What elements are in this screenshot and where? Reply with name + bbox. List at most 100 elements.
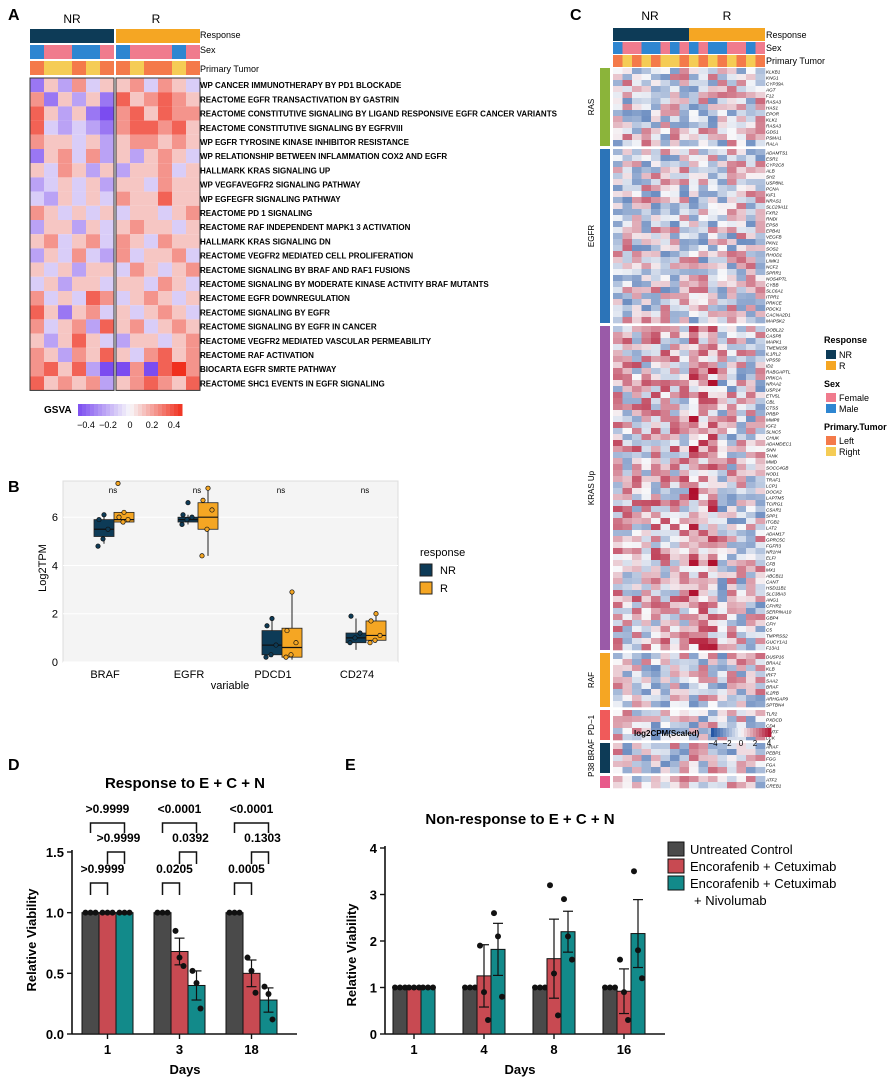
heatmap-c-cell <box>689 695 699 702</box>
heatmap-a-cell <box>58 319 72 334</box>
heatmap-c-cell <box>727 644 737 651</box>
heatmap-c-cell <box>641 317 652 324</box>
heatmap-c-cell <box>708 299 718 306</box>
heatmap-c-cell <box>641 173 652 180</box>
heatmap-c-cell <box>746 632 756 639</box>
heatmap-c-cell <box>717 227 728 234</box>
heatmap-c-cell <box>717 530 728 537</box>
heatmap-c-cell <box>679 257 690 264</box>
heatmap-c-cell <box>632 701 642 708</box>
heatmap-c-cell <box>622 116 633 123</box>
heatmap-c-cell <box>632 626 642 633</box>
heatmap-c-cell <box>670 80 680 87</box>
heatmap-c-cell <box>708 215 718 222</box>
heatmap-c-cell <box>679 86 690 93</box>
heatmap-c-cell <box>708 416 718 423</box>
heatmap-c-cell <box>660 749 671 756</box>
boxplot-ns-label: ns <box>109 486 117 495</box>
heatmap-c-cell <box>755 434 766 441</box>
heatmap-c-cell <box>660 287 671 294</box>
heatmap-c-cell <box>660 173 671 180</box>
heatmap-c-cell <box>736 269 747 276</box>
heatmap-c-cell <box>641 257 652 264</box>
heatmap-c-cell <box>689 68 699 75</box>
heatmap-c-gene-label: LCK <box>766 735 776 740</box>
heatmap-c-cell <box>679 614 690 621</box>
heatmap-c-cell <box>632 128 642 135</box>
heatmap-c-cell <box>746 452 756 459</box>
heatmap-c-cell <box>689 374 699 381</box>
heatmap-c-gene-label: ATF2 <box>765 777 777 782</box>
heatmap-c-cell <box>755 392 766 399</box>
heatmap-a-cell <box>100 362 114 377</box>
heatmap-c-cell <box>670 665 680 672</box>
heatmap-c-cell <box>717 209 728 216</box>
heatmap-c-cell <box>689 179 699 186</box>
heatmap-c-cell <box>698 476 709 483</box>
heatmap-c-cell <box>717 221 728 228</box>
heatmap-c-cell <box>736 566 747 573</box>
heatmap-c-cell <box>613 722 623 729</box>
boxplot-point <box>199 553 205 559</box>
heatmap-c-cell <box>622 590 633 597</box>
heatmap-c-cell <box>613 68 623 75</box>
heatmap-c-cell <box>698 722 709 729</box>
heatmap-c-cell <box>660 518 671 525</box>
ann-c-response-nr <box>613 28 689 41</box>
heatmap-c-cell <box>632 185 642 192</box>
heatmap-c-cell <box>717 251 728 258</box>
heatmap-c-cell <box>622 572 633 579</box>
heatmap-c-cell <box>698 104 709 111</box>
heatmap-c-cell <box>641 506 652 513</box>
ann-tumor-cell <box>158 61 172 75</box>
heatmap-c-cell <box>717 104 728 111</box>
heatmap-c-cell <box>746 362 756 369</box>
heatmap-c-cell <box>717 782 728 789</box>
heatmap-c-cell <box>622 659 633 666</box>
heatmap-c-cell <box>736 743 747 750</box>
heatmap-c-cell <box>632 683 642 690</box>
ann-sex-cell <box>100 45 114 59</box>
heatmap-c-cell <box>632 755 642 762</box>
heatmap-a-cell <box>72 120 86 135</box>
bar-significance-bracket <box>161 882 181 895</box>
heatmap-c-cell <box>660 566 671 573</box>
heatmap-c-cell <box>689 608 699 615</box>
gsva-legend-swatch <box>122 404 127 416</box>
heatmap-a-cell <box>144 319 158 334</box>
heatmap-a-cell <box>30 262 44 277</box>
heatmap-c-cell <box>727 233 737 240</box>
heatmap-c-cell <box>651 644 661 651</box>
heatmap-c-cell <box>736 653 747 660</box>
boxplot-point <box>367 640 373 646</box>
heatmap-c-cell <box>632 116 642 123</box>
log2cpm-legend-swatch <box>768 728 772 737</box>
heatmap-c-cell <box>622 299 633 306</box>
bar-point <box>561 896 567 903</box>
heatmap-c-cell <box>746 332 756 339</box>
heatmap-c-cell <box>632 374 642 381</box>
heatmap-c-cell <box>727 488 737 495</box>
heatmap-c-cell <box>622 122 633 129</box>
heatmap-c-cell <box>717 299 728 306</box>
heatmap-c-cell <box>660 716 671 723</box>
heatmap-c-cell <box>679 410 690 417</box>
bar-significance-label: 0.1303 <box>244 831 281 845</box>
ann-tumor-cell <box>116 61 130 75</box>
heatmap-c-cell <box>622 506 633 513</box>
log2cpm-legend: log2CPM(Scaled) −4 −2 0 2 4 <box>634 728 772 748</box>
heatmap-c-cell <box>736 80 747 87</box>
heatmap-a-cell <box>144 149 158 164</box>
heatmap-c-cell <box>660 410 671 417</box>
ann-c-sex-cell <box>651 42 661 54</box>
heatmap-c-cell <box>755 104 766 111</box>
heatmap-c-cell <box>736 542 747 549</box>
heatmap-c-cell <box>613 653 623 660</box>
heatmap-c-cell <box>698 374 709 381</box>
heatmap-c-gene-label: SLC6A1 <box>766 288 784 293</box>
heatmap-c-cell <box>613 632 623 639</box>
panel-c-gene-heatmap: NR R Response Sex Primary Tumor KLKB1KNG… <box>587 9 887 788</box>
panel-label-b: B <box>8 479 20 496</box>
heatmap-a-cell <box>30 234 44 249</box>
heatmap-a-cell <box>116 305 130 320</box>
